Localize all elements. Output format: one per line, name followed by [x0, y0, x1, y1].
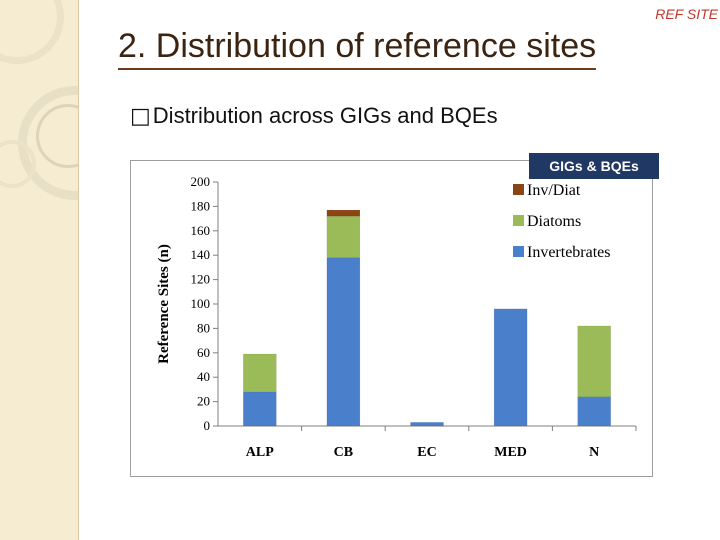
- bar-segment: [326, 215, 361, 258]
- x-tick-label: N: [589, 445, 599, 460]
- y-tick-label: 0: [204, 418, 211, 433]
- legend-label: Diatoms: [527, 213, 581, 230]
- bar-segment: [326, 257, 361, 427]
- y-tick-label: 200: [191, 174, 211, 189]
- y-tick-label: 40: [197, 369, 210, 384]
- legend-swatch: [513, 215, 524, 226]
- y-tick-label: 80: [197, 320, 210, 335]
- x-tick-label: MED: [494, 445, 527, 460]
- decorative-ring: [0, 0, 64, 64]
- chart-frame: 0 20 40 60 80 100 120 140 160 180 200 Reference Sit…: [130, 160, 653, 477]
- bar-segment: [577, 325, 611, 397]
- y-tick-label: 60: [197, 345, 210, 360]
- x-tick-label: EC: [417, 445, 436, 460]
- legend-label: Invertebrates: [527, 244, 611, 261]
- y-tick-label: 100: [191, 296, 211, 311]
- legend-label: Inv/Diat: [527, 182, 581, 199]
- sidebar-decoration: [0, 0, 79, 540]
- legend-swatch: [513, 246, 524, 257]
- y-tick-label: 180: [191, 198, 211, 213]
- bullet-icon: □: [130, 104, 151, 129]
- y-tick-label: 160: [191, 223, 211, 238]
- y-tick-label: 20: [197, 394, 210, 409]
- legend-swatch: [513, 184, 524, 195]
- bar-chart: 0 20 40 60 80 100 120 140 160 180 200 Reference Sit…: [156, 174, 637, 460]
- bar-segment: [410, 422, 444, 427]
- corner-label: REF SITE: [655, 6, 718, 22]
- slide-title: 2. Distribution of reference sites: [118, 26, 597, 70]
- bar-segment: [493, 308, 528, 427]
- x-tick-label: ALP: [246, 445, 274, 460]
- y-tick-label: 120: [191, 272, 211, 287]
- bar-segment: [577, 396, 611, 427]
- decorative-ring: [0, 140, 36, 188]
- bar-segment: [243, 353, 277, 393]
- x-tick-label: CB: [334, 445, 353, 460]
- bullet-text: Distribution across GIGs and BQEs: [152, 103, 498, 128]
- y-axis-title: Reference Sites (n): [156, 244, 172, 364]
- bar-segment: [243, 391, 277, 427]
- chart-badge: GIGs & BQEs: [529, 153, 659, 179]
- y-tick-label: 140: [191, 247, 211, 262]
- bullet-item: □Distribution across GIGs and BQEs: [130, 103, 498, 129]
- bar-segment: [326, 209, 361, 217]
